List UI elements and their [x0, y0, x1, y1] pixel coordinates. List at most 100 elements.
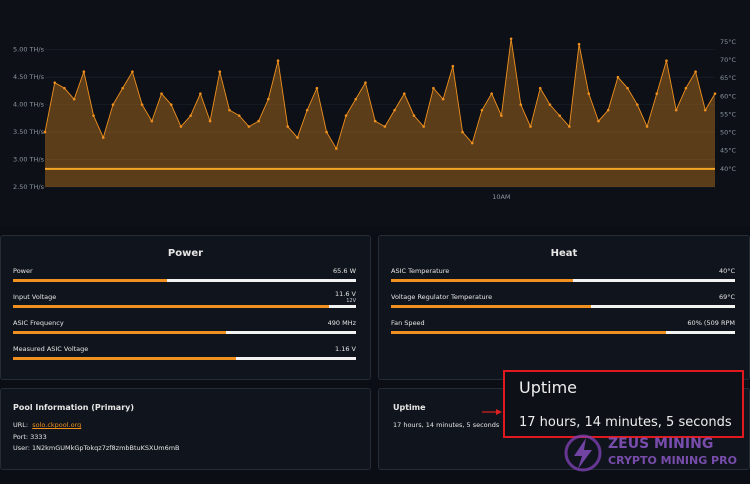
point: [364, 81, 367, 84]
power-card: Power Power 65.6 W Input Voltage 11.6 V 12V AS…: [0, 235, 371, 380]
area: [45, 38, 715, 187]
card-title: Power: [167, 248, 204, 259]
point: [199, 92, 202, 95]
row-value: 1.16 V: [335, 345, 356, 353]
point: [713, 92, 717, 95]
field: URL: solo.ckpool.org: [13, 421, 81, 429]
point: [665, 59, 668, 63]
progress-bar: [391, 305, 591, 308]
point: [626, 86, 629, 90]
heat-card: Heat ASIC Temperature 40°C Voltage Regulato…: [378, 235, 750, 380]
point: [606, 108, 610, 112]
point: [529, 125, 532, 128]
row-label: Input Voltage: [13, 293, 57, 301]
progress-track: [391, 331, 735, 334]
point: [402, 92, 406, 95]
y-tick-label: 3.00 TH/s: [13, 156, 45, 164]
point: [354, 97, 358, 101]
logo: [564, 434, 602, 472]
point: [694, 70, 697, 73]
point: [500, 114, 503, 117]
y2-tick-label: 45°C: [720, 147, 737, 155]
callout-value: 17 hours, 14 minutes, 5 seconds: [519, 415, 732, 430]
point: [461, 130, 464, 134]
progress-bar: [391, 279, 574, 282]
progress-track: [391, 279, 735, 282]
y-tick-label: 4.50 TH/s: [13, 73, 45, 81]
point: [684, 86, 688, 90]
uptime-value: 17 hours, 14 minutes, 5 seconds: [393, 421, 500, 429]
point: [480, 108, 484, 112]
row-value: 11.6 V: [335, 290, 356, 298]
point: [674, 108, 678, 112]
y2-tick-label: 50°C: [720, 129, 737, 137]
point: [82, 70, 86, 73]
point: [393, 108, 396, 112]
label: User:: [13, 444, 30, 452]
progress-bar: [13, 279, 168, 282]
point: [247, 125, 251, 128]
progress-track: [13, 331, 356, 334]
y-tick-label: 2.50 TH/s: [13, 183, 45, 191]
callout: Uptime 17 hours, 14 minutes, 5 seconds: [503, 370, 744, 438]
y-tick-label: 3.50 TH/s: [13, 128, 45, 136]
point: [189, 114, 192, 117]
point: [432, 86, 435, 90]
row-value: 60% (509 RPM: [687, 319, 735, 327]
card-title: Uptime: [393, 403, 426, 412]
progress-track: [13, 305, 356, 308]
row-value: 69°C: [718, 293, 735, 301]
point: [335, 147, 338, 150]
line: [44, 38, 716, 150]
row-label: Power: [13, 267, 33, 275]
field: User: 1N2kmGUMkGpTokqz7zf8zmbBtuKSXUm6mB: [13, 444, 180, 452]
point: [208, 119, 212, 123]
point: [558, 114, 561, 117]
point: [160, 92, 163, 95]
y-tick-label: 4.00 TH/s: [13, 101, 45, 109]
point: [451, 64, 455, 68]
field: Port: 3333: [13, 433, 47, 441]
point: [72, 97, 76, 101]
point: [490, 92, 493, 95]
point: [645, 125, 649, 128]
label: Port:: [13, 433, 29, 441]
url-link[interactable]: solo.ckpool.org: [32, 421, 82, 429]
point: [470, 141, 474, 145]
point: [597, 119, 600, 123]
point: [179, 125, 183, 128]
row-label: ASIC Temperature: [391, 267, 450, 275]
y2-tick-label: 40°C: [720, 165, 737, 173]
progress-bar: [13, 305, 329, 308]
arrow: [482, 409, 502, 415]
y2-tick-label: 75°C: [720, 38, 737, 46]
point: [101, 136, 105, 139]
y2-tick-label: 70°C: [720, 56, 737, 64]
point: [538, 86, 542, 90]
point: [325, 130, 328, 134]
y2-tick-label: 65°C: [720, 74, 737, 82]
point: [383, 125, 387, 128]
progress-bar: [13, 357, 236, 360]
row-label: Fan Speed: [391, 319, 425, 327]
point: [53, 81, 57, 84]
y2-tick-label: 55°C: [720, 110, 737, 118]
callout-title: Uptime: [519, 378, 578, 397]
point: [169, 103, 173, 106]
card-title: Heat: [550, 248, 578, 259]
point: [43, 130, 47, 134]
row-value: 40°C: [718, 267, 735, 275]
point: [548, 103, 552, 106]
point: [441, 97, 445, 101]
x-tick-label: 10AM: [492, 193, 510, 201]
row-label: Voltage Regulator Temperature: [391, 293, 493, 301]
progress-track: [391, 305, 735, 308]
progress-track: [13, 279, 356, 282]
point: [636, 103, 639, 106]
point: [276, 59, 280, 63]
row-sub: 12V: [346, 298, 356, 304]
point: [92, 114, 95, 117]
point: [150, 119, 154, 123]
value: 3333: [30, 433, 47, 441]
